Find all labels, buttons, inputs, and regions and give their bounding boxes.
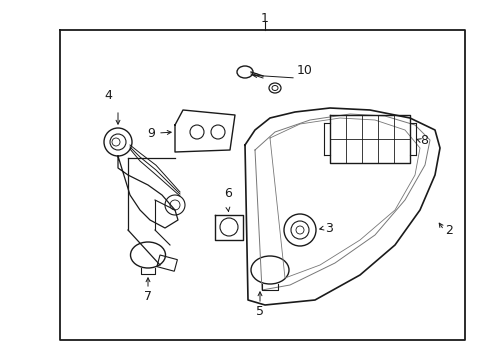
Text: 2: 2 [444,224,452,237]
Text: 8: 8 [419,134,427,147]
Text: 10: 10 [296,63,312,77]
Text: 7: 7 [143,290,152,303]
Text: 3: 3 [325,221,332,234]
Text: 4: 4 [104,89,112,102]
Text: 9: 9 [147,126,155,140]
Text: 6: 6 [224,187,231,200]
Text: 1: 1 [261,12,268,24]
Bar [157,255,177,271]
Text: 5: 5 [256,305,264,318]
